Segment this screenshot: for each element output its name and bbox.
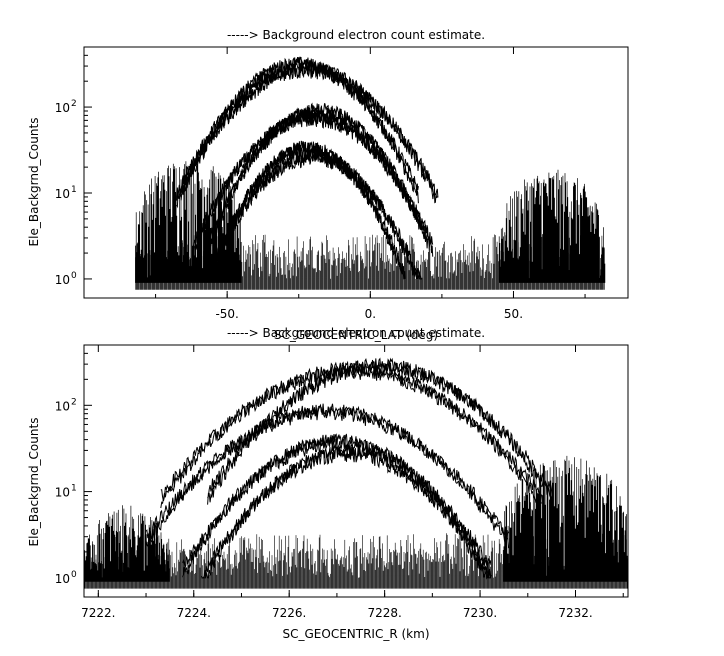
series-2	[145, 403, 510, 549]
series-1	[160, 360, 543, 509]
noise-region-0	[135, 159, 242, 283]
series-4	[201, 444, 492, 580]
x-tick-label: 50.	[504, 307, 523, 321]
noise-region-0	[84, 505, 170, 582]
y-tick-label: 10	[55, 187, 70, 201]
top-chart-x-axis-label: SC_GEOCENTRIC_LAT (deg)	[274, 328, 438, 342]
x-tick-label: -50.	[215, 307, 238, 321]
x-tick-label: 7222.	[81, 606, 115, 620]
x-tick-label: 7228.	[367, 606, 401, 620]
y-tick-label: 10	[55, 101, 70, 115]
series-0-trace-b	[178, 58, 419, 195]
y-tick-exponent: 2	[71, 99, 77, 109]
x-tick-label: 7232.	[558, 606, 592, 620]
series-3-trace-b	[192, 112, 434, 248]
top-chart: -----> Background electron count estimat…	[27, 28, 629, 342]
y-tick-label: 10	[55, 273, 70, 287]
y-tick-exponent: 0	[71, 271, 77, 281]
top-chart-y-axis-label: Ele_Backgrnd_Counts	[27, 118, 41, 247]
y-tick-label: 10	[55, 486, 70, 500]
series-0-trace-b	[207, 360, 553, 499]
bottom-chart: -----> Background electron count estimat…	[27, 326, 629, 641]
series-2-trace-b	[145, 406, 510, 541]
bottom-chart-data	[84, 357, 628, 589]
y-tick-label: 10	[55, 572, 70, 586]
noise-region-1	[503, 455, 628, 582]
series-5-trace-b	[204, 151, 422, 280]
top-chart-title: -----> Background electron count estimat…	[227, 28, 485, 42]
y-tick-exponent: 1	[71, 185, 77, 195]
bottom-chart-x-axis-label: SC_GEOCENTRIC_R (km)	[283, 627, 430, 641]
series-5	[204, 148, 422, 280]
x-tick-label: 0.	[365, 307, 376, 321]
top-chart-data	[135, 56, 606, 290]
series-1-trace-b	[176, 64, 439, 201]
y-tick-exponent: 0	[71, 570, 77, 580]
x-tick-label: 7224.	[177, 606, 211, 620]
x-tick-label: 7230.	[463, 606, 497, 620]
noise-region-1	[498, 169, 606, 283]
series-1-trace-b	[160, 364, 543, 503]
series-4-trace-b	[200, 446, 492, 579]
y-tick-exponent: 2	[71, 397, 77, 407]
bottom-chart-frame	[83, 344, 629, 598]
x-tick-label: 7226.	[272, 606, 306, 620]
top-chart-frame	[83, 46, 629, 299]
bottom-chart-y-axis-label: Ele_Backgrnd_Counts	[27, 418, 41, 547]
y-tick-label: 10	[55, 399, 70, 413]
y-tick-exponent: 1	[71, 484, 77, 494]
bottom-chart-title: -----> Background electron count estimat…	[227, 326, 485, 340]
